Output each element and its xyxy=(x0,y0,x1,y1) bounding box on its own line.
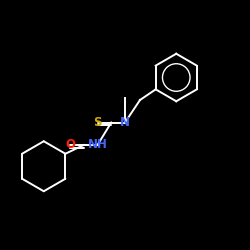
Text: O: O xyxy=(65,138,75,151)
Text: S: S xyxy=(93,116,102,129)
Text: NH: NH xyxy=(88,138,108,151)
Text: N: N xyxy=(120,116,130,129)
